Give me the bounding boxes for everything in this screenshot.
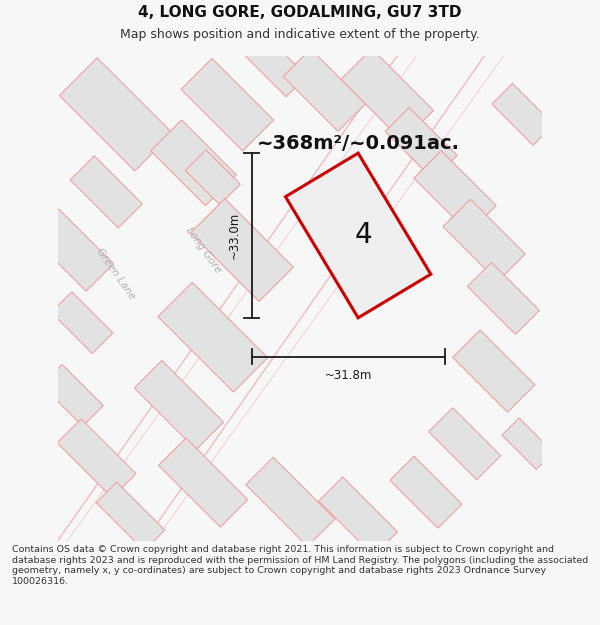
Polygon shape: [158, 282, 268, 392]
Polygon shape: [341, 49, 433, 141]
Text: ~33.0m: ~33.0m: [228, 212, 241, 259]
Polygon shape: [390, 456, 462, 528]
Polygon shape: [158, 438, 248, 527]
Polygon shape: [41, 364, 103, 426]
Polygon shape: [414, 151, 496, 233]
Text: 4: 4: [354, 221, 372, 249]
Polygon shape: [51, 292, 113, 354]
Text: Green Lane: Green Lane: [95, 247, 137, 302]
Polygon shape: [492, 84, 554, 145]
Polygon shape: [96, 482, 165, 551]
Polygon shape: [59, 58, 172, 171]
Text: 4, LONG GORE, GODALMING, GU7 3TD: 4, LONG GORE, GODALMING, GU7 3TD: [138, 5, 462, 20]
Text: Map shows position and indicative extent of the property.: Map shows position and indicative extent…: [120, 28, 480, 41]
Polygon shape: [452, 330, 535, 412]
Text: ~368m²/~0.091ac.: ~368m²/~0.091ac.: [257, 134, 460, 153]
Polygon shape: [245, 35, 307, 97]
Text: Long Gore: Long Gore: [184, 225, 223, 275]
Polygon shape: [286, 153, 431, 318]
Polygon shape: [502, 418, 553, 469]
Text: ~31.8m: ~31.8m: [325, 369, 372, 382]
Polygon shape: [283, 49, 365, 131]
Polygon shape: [185, 150, 240, 205]
Polygon shape: [31, 209, 113, 291]
Polygon shape: [190, 199, 293, 301]
Polygon shape: [319, 477, 398, 556]
Polygon shape: [443, 199, 525, 281]
Polygon shape: [429, 408, 500, 480]
Polygon shape: [151, 120, 236, 206]
Polygon shape: [181, 59, 274, 151]
Polygon shape: [57, 419, 136, 498]
Polygon shape: [70, 156, 142, 228]
Polygon shape: [385, 107, 457, 179]
Text: Contains OS data © Crown copyright and database right 2021. This information is : Contains OS data © Crown copyright and d…: [12, 545, 588, 586]
Polygon shape: [467, 262, 539, 334]
Polygon shape: [134, 361, 223, 449]
Polygon shape: [246, 458, 335, 546]
